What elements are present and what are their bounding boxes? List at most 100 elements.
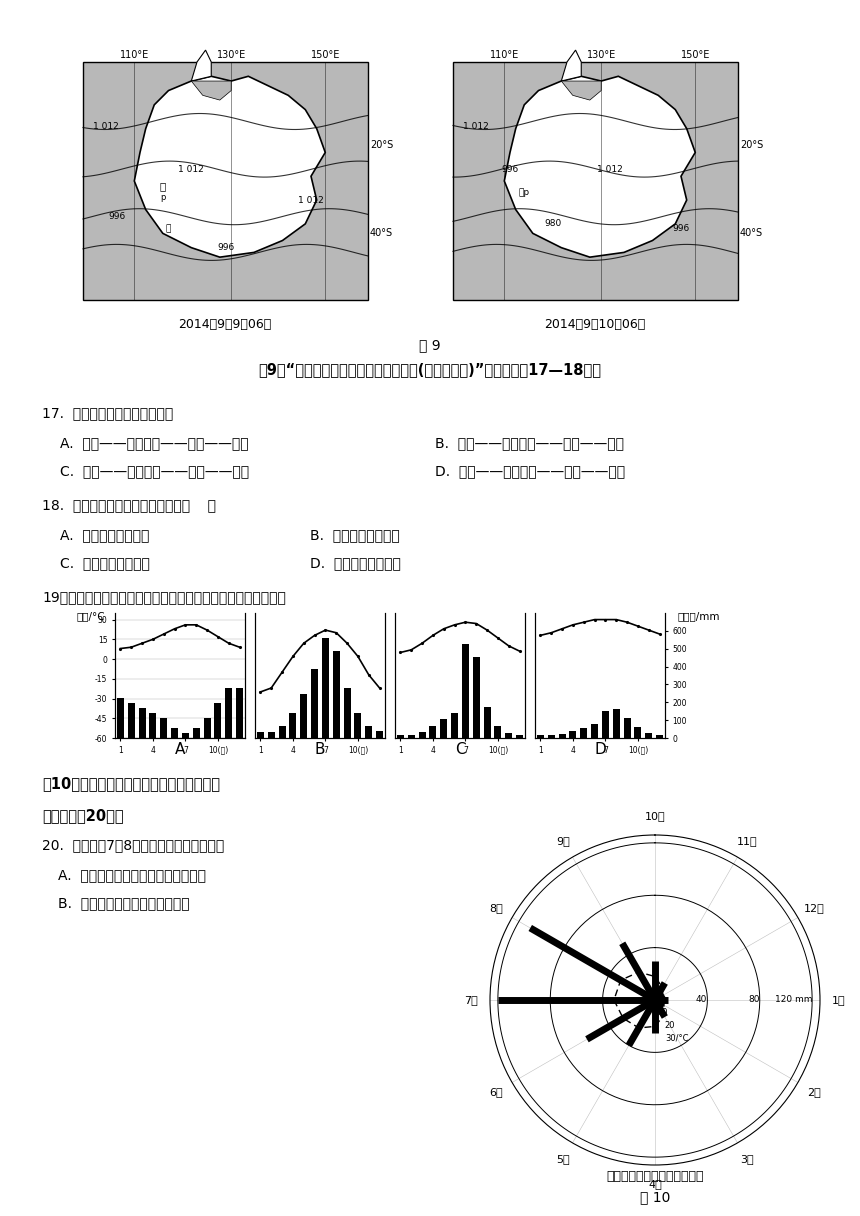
Bar xyxy=(612,709,620,738)
Bar xyxy=(366,726,372,738)
Polygon shape xyxy=(191,81,231,100)
Bar xyxy=(138,708,145,738)
Text: 1 012: 1 012 xyxy=(298,196,324,204)
Bar xyxy=(483,706,490,738)
Text: 1 012: 1 012 xyxy=(178,164,204,174)
Text: D.  东北风转为西北风: D. 东北风转为西北风 xyxy=(310,556,401,570)
Text: 10: 10 xyxy=(657,1008,667,1018)
Text: 30/°C: 30/°C xyxy=(666,1034,689,1042)
Polygon shape xyxy=(562,81,601,100)
Bar xyxy=(537,736,544,738)
Bar xyxy=(635,727,642,738)
Text: 2014年9月9日06时: 2014年9月9日06时 xyxy=(178,319,272,331)
Text: B.  西南风转为东南风: B. 西南风转为东南风 xyxy=(310,528,400,542)
Bar xyxy=(343,688,351,738)
Bar xyxy=(591,724,598,738)
Text: 图10表示某地气温与降水量逐月分配情况。: 图10表示某地气温与降水量逐月分配情况。 xyxy=(42,776,220,790)
Text: 图 10: 图 10 xyxy=(640,1190,670,1204)
Bar xyxy=(300,694,307,738)
Text: A.  夏季风从海洋上来，带来丰沛水汽: A. 夏季风从海洋上来，带来丰沛水汽 xyxy=(58,868,206,882)
Text: 2014年9月10日06时: 2014年9月10日06时 xyxy=(544,319,646,331)
Text: A: A xyxy=(175,743,185,758)
Text: 20°S: 20°S xyxy=(740,140,764,151)
Text: 130°E: 130°E xyxy=(587,50,616,60)
Bar xyxy=(462,644,469,738)
Bar xyxy=(397,734,404,738)
Polygon shape xyxy=(134,77,325,257)
Text: 150°E: 150°E xyxy=(680,50,710,60)
Polygon shape xyxy=(504,77,695,257)
Bar xyxy=(333,651,340,738)
Text: 80: 80 xyxy=(748,996,759,1004)
Text: 130°E: 130°E xyxy=(217,50,246,60)
Bar xyxy=(494,726,501,738)
Bar xyxy=(322,638,329,738)
Text: D: D xyxy=(594,743,606,758)
Bar xyxy=(311,669,318,738)
Text: A.  晴朗——风力增大——阴雨——降温: A. 晴朗——风力增大——阴雨——降温 xyxy=(60,437,249,450)
Bar xyxy=(182,733,189,738)
Polygon shape xyxy=(191,50,212,81)
Bar xyxy=(83,62,368,300)
Text: 110°E: 110°E xyxy=(489,50,519,60)
Polygon shape xyxy=(562,50,581,81)
Text: 图 9: 图 9 xyxy=(419,338,441,351)
Text: B: B xyxy=(315,743,325,758)
Bar xyxy=(451,713,458,738)
Bar xyxy=(171,728,178,738)
Text: C: C xyxy=(455,743,465,758)
Text: 996: 996 xyxy=(217,243,234,252)
Bar xyxy=(569,731,576,738)
Text: 读图，回答20题。: 读图，回答20题。 xyxy=(42,807,124,823)
Bar xyxy=(429,726,436,738)
Bar xyxy=(645,733,652,738)
Bar xyxy=(656,736,663,738)
Bar xyxy=(267,732,275,738)
Text: 40°S: 40°S xyxy=(740,229,763,238)
Bar xyxy=(354,713,361,738)
Text: 980: 980 xyxy=(544,219,562,229)
Bar xyxy=(505,733,513,738)
Text: 17.  图中甲地天气的变化情况是: 17. 图中甲地天气的变化情况是 xyxy=(42,406,173,420)
Text: B.  赤道低气压带控制，上升气流: B. 赤道低气压带控制，上升气流 xyxy=(58,896,189,910)
Text: 气温/°C: 气温/°C xyxy=(77,610,105,621)
Bar xyxy=(160,717,168,738)
Text: C.  晴朗——风力增大——阴雨——升温: C. 晴朗——风力增大——阴雨——升温 xyxy=(60,465,249,478)
Text: 40: 40 xyxy=(696,996,708,1004)
Bar xyxy=(580,728,587,738)
Bar xyxy=(473,657,480,738)
Bar xyxy=(225,688,232,738)
Text: B.  晴朗——风力减小——阴雨——降温: B. 晴朗——风力减小——阴雨——降温 xyxy=(435,437,624,450)
Bar xyxy=(257,732,264,738)
Text: 虚线表示气温；实线表示降水: 虚线表示气温；实线表示降水 xyxy=(606,1170,703,1183)
Text: 996: 996 xyxy=(673,224,690,233)
Text: 20: 20 xyxy=(665,1021,675,1030)
Text: 18.  图中乙地风向的变化最可能是（    ）: 18. 图中乙地风向的变化最可能是（ ） xyxy=(42,499,216,512)
Text: A.  东南风转为东北风: A. 东南风转为东北风 xyxy=(60,528,150,542)
Text: 乙: 乙 xyxy=(166,224,171,233)
Text: 降水量/mm: 降水量/mm xyxy=(677,610,720,621)
Bar xyxy=(279,726,286,738)
Text: C.  东北风转为东南风: C. 东北风转为东南风 xyxy=(60,556,150,570)
Text: 图9为“澳大利亚海平面气压分布变化图(单位：百帕)”，读图回答17—18题。: 图9为“澳大利亚海平面气压分布变化图(单位：百帕)”，读图回答17—18题。 xyxy=(259,362,601,377)
Text: p: p xyxy=(160,193,165,202)
Bar xyxy=(117,698,124,738)
Text: D.  阴雨——风力减小——晴朗——升温: D. 阴雨——风力减小——晴朗——升温 xyxy=(435,465,625,478)
Text: 40°S: 40°S xyxy=(370,229,393,238)
Bar xyxy=(408,734,415,738)
Text: 110°E: 110°E xyxy=(120,50,149,60)
Bar xyxy=(419,732,426,738)
Bar xyxy=(204,717,211,738)
Text: 1 012: 1 012 xyxy=(463,122,488,131)
Bar xyxy=(602,711,609,738)
Text: 甲: 甲 xyxy=(160,181,166,191)
Bar xyxy=(453,62,738,300)
Bar xyxy=(290,713,297,738)
Text: 996: 996 xyxy=(501,164,519,174)
Bar xyxy=(236,688,243,738)
Text: 120 mm: 120 mm xyxy=(775,996,812,1004)
Bar xyxy=(214,703,221,738)
Bar xyxy=(516,734,523,738)
Bar xyxy=(624,719,630,738)
Text: 19、下列四种气候类型中，受气压带和风带交替控制形成的是：: 19、下列四种气候类型中，受气压带和风带交替控制形成的是： xyxy=(42,590,286,604)
